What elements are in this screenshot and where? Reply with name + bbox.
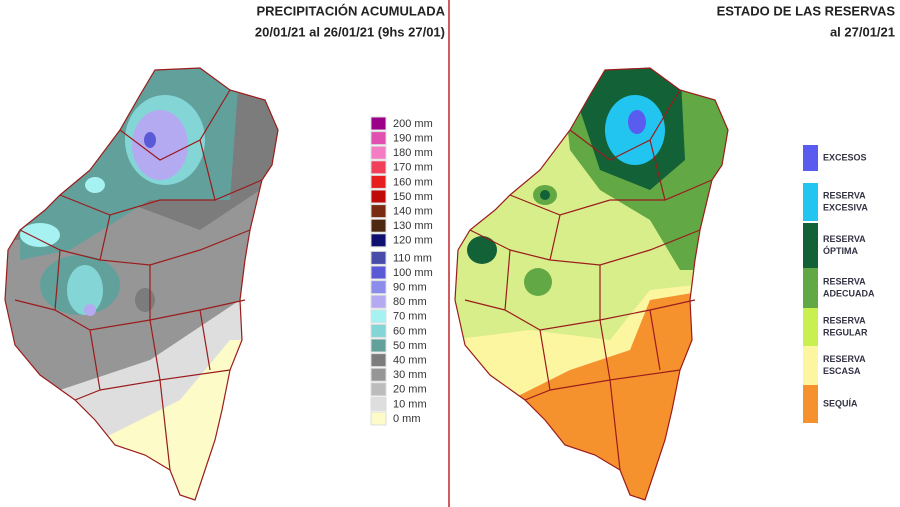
legend-label: EXCESOS: [823, 152, 867, 162]
legend-label: RESERVA: [823, 276, 866, 286]
legend-label: 170 mm: [393, 162, 433, 174]
legend-label: 0 mm: [393, 413, 421, 425]
legend-label: 160 mm: [393, 176, 433, 188]
legend-swatch: [370, 382, 387, 397]
legend-label: 120 mm: [393, 235, 433, 247]
reserves-map: [455, 68, 728, 500]
legend-label: 60 mm: [393, 325, 427, 337]
legend-swatch: [370, 411, 387, 426]
legend-swatch: [370, 309, 387, 324]
legend-swatch: [370, 131, 387, 146]
legend-swatch: [803, 268, 818, 308]
legend-swatch: [370, 323, 387, 338]
subtitle: 20/01/21 al 26/01/21 (9hs 27/01): [255, 24, 445, 39]
legend-swatch: [370, 233, 387, 248]
legend-label: RESERVA: [823, 315, 866, 325]
legend-label: RESERVA: [823, 234, 866, 244]
legend-label: 180 mm: [393, 147, 433, 159]
legend-label: ÓPTIMA: [823, 245, 858, 256]
legend-label: REGULAR: [823, 327, 868, 337]
legend-label: 140 mm: [393, 206, 433, 218]
legend-label: 90 mm: [393, 282, 427, 294]
precip-map: [5, 68, 278, 500]
legend-label: 20 mm: [393, 384, 427, 396]
legend-swatch: [803, 145, 818, 171]
legend-label: 190 mm: [393, 133, 433, 145]
legend-swatch: [370, 280, 387, 295]
legend-label: 10 mm: [393, 398, 427, 410]
title: ESTADO DE LAS RESERVAS: [717, 3, 896, 18]
legend-swatch: [370, 338, 387, 353]
legend-swatch: [370, 294, 387, 309]
legend-swatch: [803, 223, 818, 268]
legend-label: ADECUADA: [823, 288, 875, 298]
legend-label: 70 mm: [393, 311, 427, 323]
legend-label: 50 mm: [393, 340, 427, 352]
legend-swatch: [803, 346, 818, 385]
legend-swatch: [370, 265, 387, 280]
legend-swatch: [370, 189, 387, 204]
legend-swatch: [370, 160, 387, 175]
legend-swatch: [370, 204, 387, 219]
legend-swatch: [370, 174, 387, 189]
legend-swatch: [803, 385, 818, 423]
legend-label: 30 mm: [393, 369, 427, 381]
legend-label: SEQUÍA: [823, 398, 858, 408]
legend-label: 200 mm: [393, 118, 433, 130]
title: PRECIPITACIÓN ACUMULADA: [257, 3, 446, 18]
legend-swatch: [370, 250, 387, 265]
legend-label: 150 mm: [393, 191, 433, 203]
legend-label: 110 mm: [393, 252, 432, 264]
legend-label: 80 mm: [393, 296, 427, 308]
legend-label: 40 mm: [393, 355, 427, 367]
legend-label: 100 mm: [393, 267, 433, 279]
legend-swatch: [803, 308, 818, 346]
labels: PRECIPITACIÓN ACUMULADA 20/01/21 al 26/0…: [255, 3, 895, 39]
legend-swatch: [803, 183, 818, 221]
subtitle: al 27/01/21: [830, 24, 895, 39]
legend-label: ESCASA: [823, 366, 861, 376]
legend-swatch: [370, 218, 387, 233]
legend-swatch: [370, 116, 387, 131]
legend-swatch: [370, 396, 387, 411]
legend-swatch: [370, 145, 387, 160]
legend-swatch: [370, 353, 387, 368]
legend-label: 130 mm: [393, 220, 433, 232]
legend-label: RESERVA: [823, 354, 866, 364]
legend-swatch: [370, 367, 387, 382]
legend-label: RESERVA: [823, 190, 866, 200]
legend-label: EXCESIVA: [823, 202, 868, 212]
